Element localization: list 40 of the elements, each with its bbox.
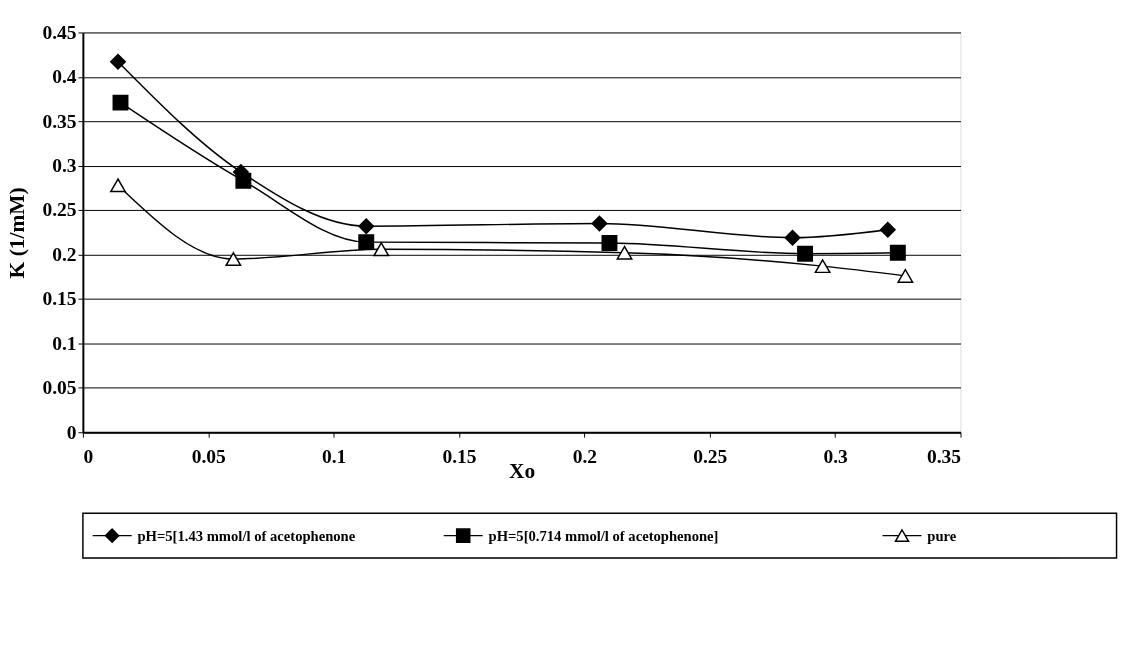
point	[879, 221, 896, 238]
point	[797, 245, 814, 262]
x-tick-label: 0.35	[926, 445, 962, 467]
x-tick-label: 0	[83, 445, 94, 467]
x-tick-label: 0.2	[572, 445, 598, 467]
point	[358, 218, 375, 235]
point	[814, 259, 831, 274]
legend-label: pH=5[1.43 mmol/l of acetophenone	[137, 527, 356, 544]
legend-label: pure	[927, 527, 957, 544]
x-tick-label: 0.1	[321, 445, 347, 467]
point	[784, 229, 801, 246]
x-tick-label: 0.05	[191, 445, 227, 467]
point	[601, 235, 618, 251]
point	[235, 172, 252, 189]
y-tick-label: 0.15	[42, 288, 77, 310]
y-tick-label: 0.2	[52, 243, 77, 265]
x-axis-title: Xo	[509, 458, 536, 483]
x-tick-label: 0.25	[693, 445, 728, 467]
y-tick-label: 0.4	[52, 66, 77, 88]
y-tick-label: 0.05	[42, 377, 77, 399]
y-tick-label: 0.35	[42, 110, 77, 132]
x-tick-label: 0.3	[823, 445, 849, 467]
y-tick-label: 0	[66, 421, 77, 443]
point	[889, 244, 906, 261]
point	[897, 268, 914, 283]
legend-label: pH=5[0.714 mmol/l of acetophenone]	[488, 527, 719, 544]
y-tick-label: 0.45	[42, 21, 77, 43]
x-tick-label: 0.15	[442, 445, 477, 467]
point	[616, 245, 633, 260]
y-tick-label: 0.25	[42, 199, 77, 221]
point	[591, 215, 608, 232]
point	[110, 53, 126, 70]
y-tick-label: 0.3	[52, 155, 77, 177]
y-axis-title: K (1/mM)	[4, 187, 29, 279]
point	[373, 242, 390, 257]
point	[358, 234, 375, 251]
point	[110, 178, 126, 193]
point	[112, 94, 129, 111]
y-tick-label: 0.1	[52, 332, 77, 354]
point	[225, 252, 242, 267]
